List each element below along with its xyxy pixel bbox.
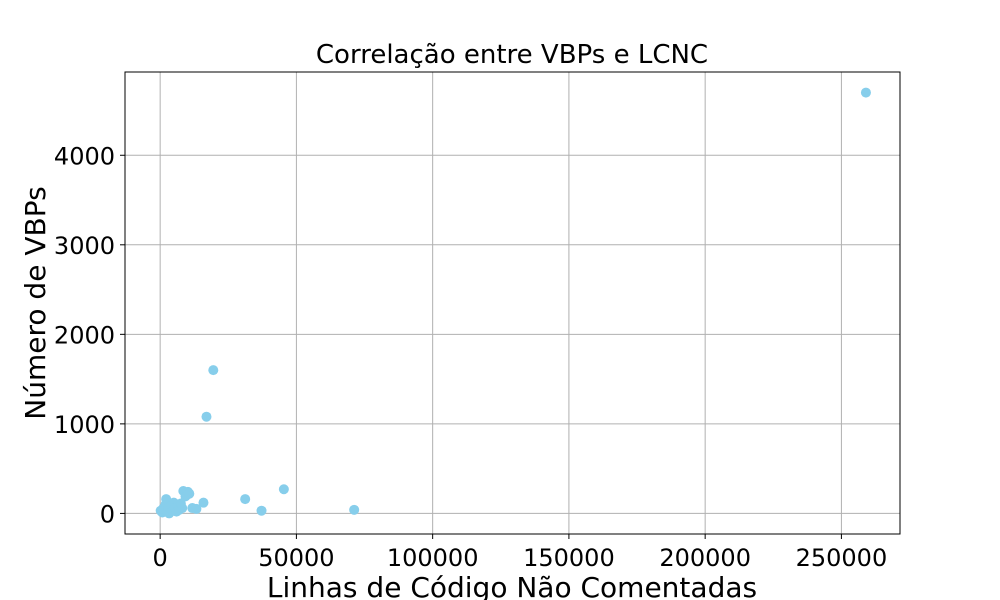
- chart-title: Correlação entre VBPs e LCNC: [316, 40, 708, 70]
- data-point: [177, 503, 188, 514]
- x-tick-label: 50000: [258, 544, 334, 572]
- y-tick-label: 3000: [54, 232, 115, 260]
- y-axis-label: Número de VBPs: [19, 186, 52, 419]
- y-tick-label: 0: [100, 500, 115, 528]
- x-tick-label: 0: [153, 544, 168, 572]
- data-point: [278, 484, 289, 495]
- data-point: [208, 365, 219, 376]
- x-axis-label: Linhas de Código Não Comentadas: [267, 571, 757, 600]
- x-tick-label: 100000: [387, 544, 479, 572]
- data-point: [240, 494, 251, 505]
- x-tick-label: 200000: [659, 544, 751, 572]
- x-tick-label: 150000: [523, 544, 615, 572]
- data-point: [184, 488, 195, 499]
- data-point: [198, 497, 209, 508]
- data-point: [349, 504, 360, 515]
- data-point: [191, 503, 202, 514]
- y-tick-label: 2000: [54, 321, 115, 349]
- y-tick-label: 4000: [54, 142, 115, 170]
- data-point: [201, 411, 212, 422]
- data-points: [155, 87, 871, 519]
- plot-frame: [124, 71, 901, 535]
- y-tick-label: 1000: [54, 411, 115, 439]
- data-point: [256, 505, 267, 516]
- axis-ticks: 0 50000 100000 150000 200000 250000 0 1000 2000 3…: [54, 142, 887, 572]
- x-tick-label: 250000: [796, 544, 888, 572]
- grid: [125, 72, 900, 534]
- data-point: [860, 87, 871, 98]
